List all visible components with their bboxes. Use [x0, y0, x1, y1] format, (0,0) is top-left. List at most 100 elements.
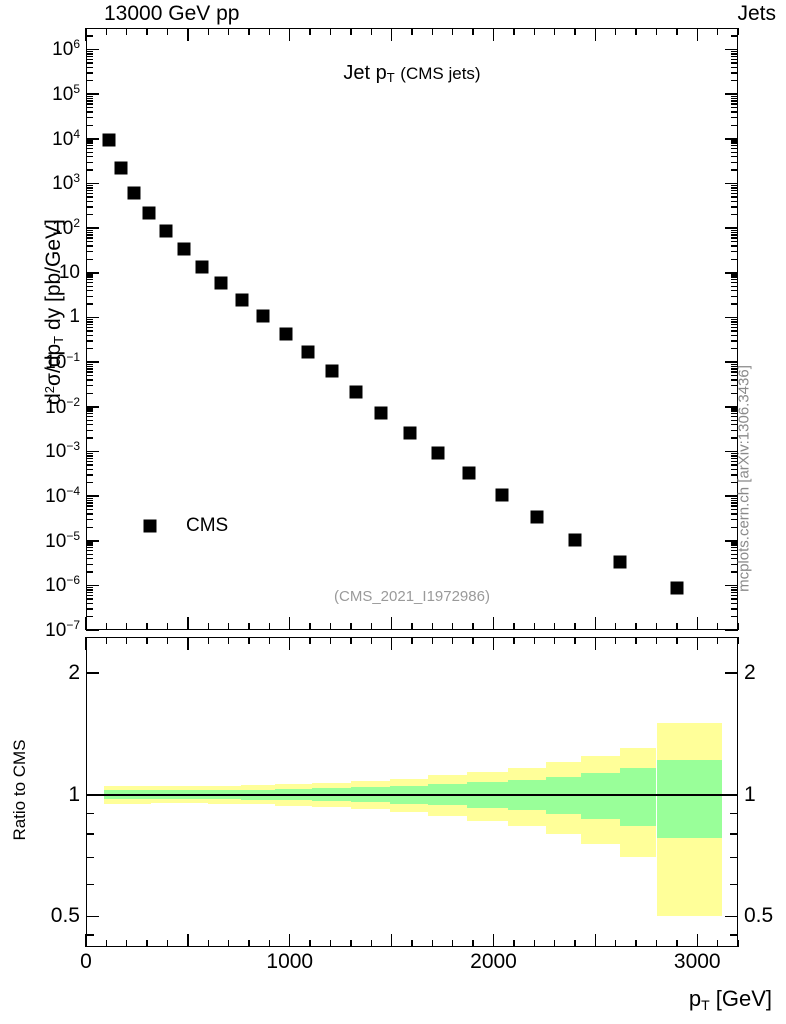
y-tick-main — [86, 245, 93, 247]
y-tick-main — [86, 598, 93, 600]
y-tick-main-right — [725, 272, 738, 274]
y-tick-main-right — [731, 429, 738, 431]
data-point-cms — [142, 206, 156, 220]
y-tick-main — [86, 189, 93, 192]
y-tick-main-right — [731, 497, 738, 499]
y-tick-main — [86, 413, 93, 415]
y-tick-main-right — [731, 151, 738, 153]
x-tick-main-top — [166, 28, 169, 35]
x-tick-main-top — [85, 28, 87, 41]
y-tick-label-ratio-left: 0.5 — [50, 904, 80, 928]
x-tick-ratio-bottom — [207, 940, 209, 947]
y-tick-main-right — [731, 563, 738, 565]
y-tick-main — [86, 508, 93, 511]
xlabel-unit: [GeV] — [709, 986, 772, 1011]
y-tick-main — [86, 142, 93, 144]
y-tick-main-right — [731, 196, 738, 198]
y-tick-main-right — [731, 140, 738, 142]
y-tick-main-right — [731, 526, 738, 529]
y-tick-main — [86, 138, 99, 140]
y-tick-main-right — [731, 234, 738, 236]
y-tick-main — [86, 103, 93, 105]
y-tick-main-right — [731, 464, 738, 466]
y-tick-main — [86, 591, 93, 594]
y-tick-main — [86, 50, 93, 53]
x-tick-main-top — [268, 28, 271, 35]
data-point-cms — [159, 224, 173, 238]
y-tick-main-right — [731, 145, 738, 147]
x-tick-main-top — [574, 28, 576, 35]
y-tick-main-right — [725, 584, 738, 587]
y-tick-label-main: 10−1 — [45, 349, 80, 373]
y-tick-main — [86, 408, 93, 410]
y-tick-main-right — [731, 392, 738, 395]
y-tick-ratio — [86, 833, 94, 835]
xlabel-sub: T — [701, 997, 710, 1013]
data-point-cms — [530, 510, 544, 524]
y-tick-main-right — [725, 93, 738, 95]
y-tick-main — [86, 95, 93, 97]
x-tick-main-top — [207, 28, 209, 35]
x-tick-main-bottom — [553, 623, 556, 630]
y-tick-main — [86, 371, 93, 373]
y-tick-main-right — [731, 334, 738, 336]
x-tick-ratio-top — [207, 637, 209, 644]
y-tick-main-right — [731, 161, 738, 163]
y-tick-main-right — [731, 200, 738, 202]
x-tick-main-top — [492, 28, 495, 41]
plot-title: Jet pT (CMS jets) — [86, 62, 738, 85]
x-tick-main-top — [533, 28, 535, 35]
x-axis-label: pT [GeV] — [689, 986, 772, 1013]
y-tick-ratio — [86, 672, 99, 674]
x-tick-main-top — [513, 28, 515, 35]
x-tick-main-top — [737, 28, 739, 35]
y-tick-main-right — [731, 321, 738, 323]
y-tick-main-right — [731, 365, 738, 368]
y-tick-main-right — [731, 408, 738, 410]
y-tick-main — [86, 55, 93, 58]
x-tick-main-bottom — [85, 617, 87, 630]
y-tick-main-right — [731, 72, 738, 74]
y-tick-main — [86, 111, 93, 113]
x-tick-main-top — [696, 28, 698, 41]
y-tick-main-right — [731, 542, 738, 544]
y-tick-main-right — [731, 95, 738, 97]
y-tick-main — [86, 237, 93, 239]
y-tick-main — [86, 586, 93, 589]
y-tick-main-right — [731, 237, 738, 239]
xlabel-main: p — [688, 986, 702, 1011]
y-tick-main — [86, 460, 93, 463]
y-tick-main-right — [731, 374, 738, 377]
y-tick-main — [86, 240, 93, 243]
data-point-cms — [195, 260, 209, 274]
y-tick-main — [86, 140, 93, 142]
y-tick-main — [86, 295, 93, 297]
y-tick-main-right — [731, 80, 738, 82]
x-tick-main-bottom — [452, 623, 454, 630]
y-tick-main — [86, 196, 93, 198]
y-tick-main — [86, 285, 93, 287]
x-tick-ratio-bottom — [635, 940, 637, 947]
y-tick-main — [86, 321, 93, 323]
y-tick-main-right — [731, 214, 738, 216]
y-tick-main-right — [731, 97, 738, 100]
x-tick-label: 1000 — [266, 950, 314, 973]
x-tick-ratio-top — [85, 637, 87, 650]
x-tick-ratio-bottom — [676, 940, 678, 947]
y-tick-main-right — [731, 557, 738, 560]
y-tick-main — [86, 379, 93, 381]
y-tick-main — [86, 416, 93, 418]
y-tick-label-main: 105 — [52, 81, 80, 105]
y-tick-main — [86, 406, 99, 408]
y-tick-main — [86, 363, 93, 365]
data-point-cms — [256, 309, 270, 323]
x-tick-ratio-bottom — [492, 934, 495, 947]
y-tick-main — [86, 35, 93, 37]
plot-title-sub: T — [386, 70, 395, 85]
y-tick-main — [86, 279, 93, 281]
data-point-cms — [214, 276, 228, 290]
y-tick-main-right — [731, 371, 738, 373]
y-tick-main-right — [731, 50, 738, 53]
y-tick-main — [86, 499, 93, 502]
x-tick-ratio-top — [594, 637, 597, 650]
